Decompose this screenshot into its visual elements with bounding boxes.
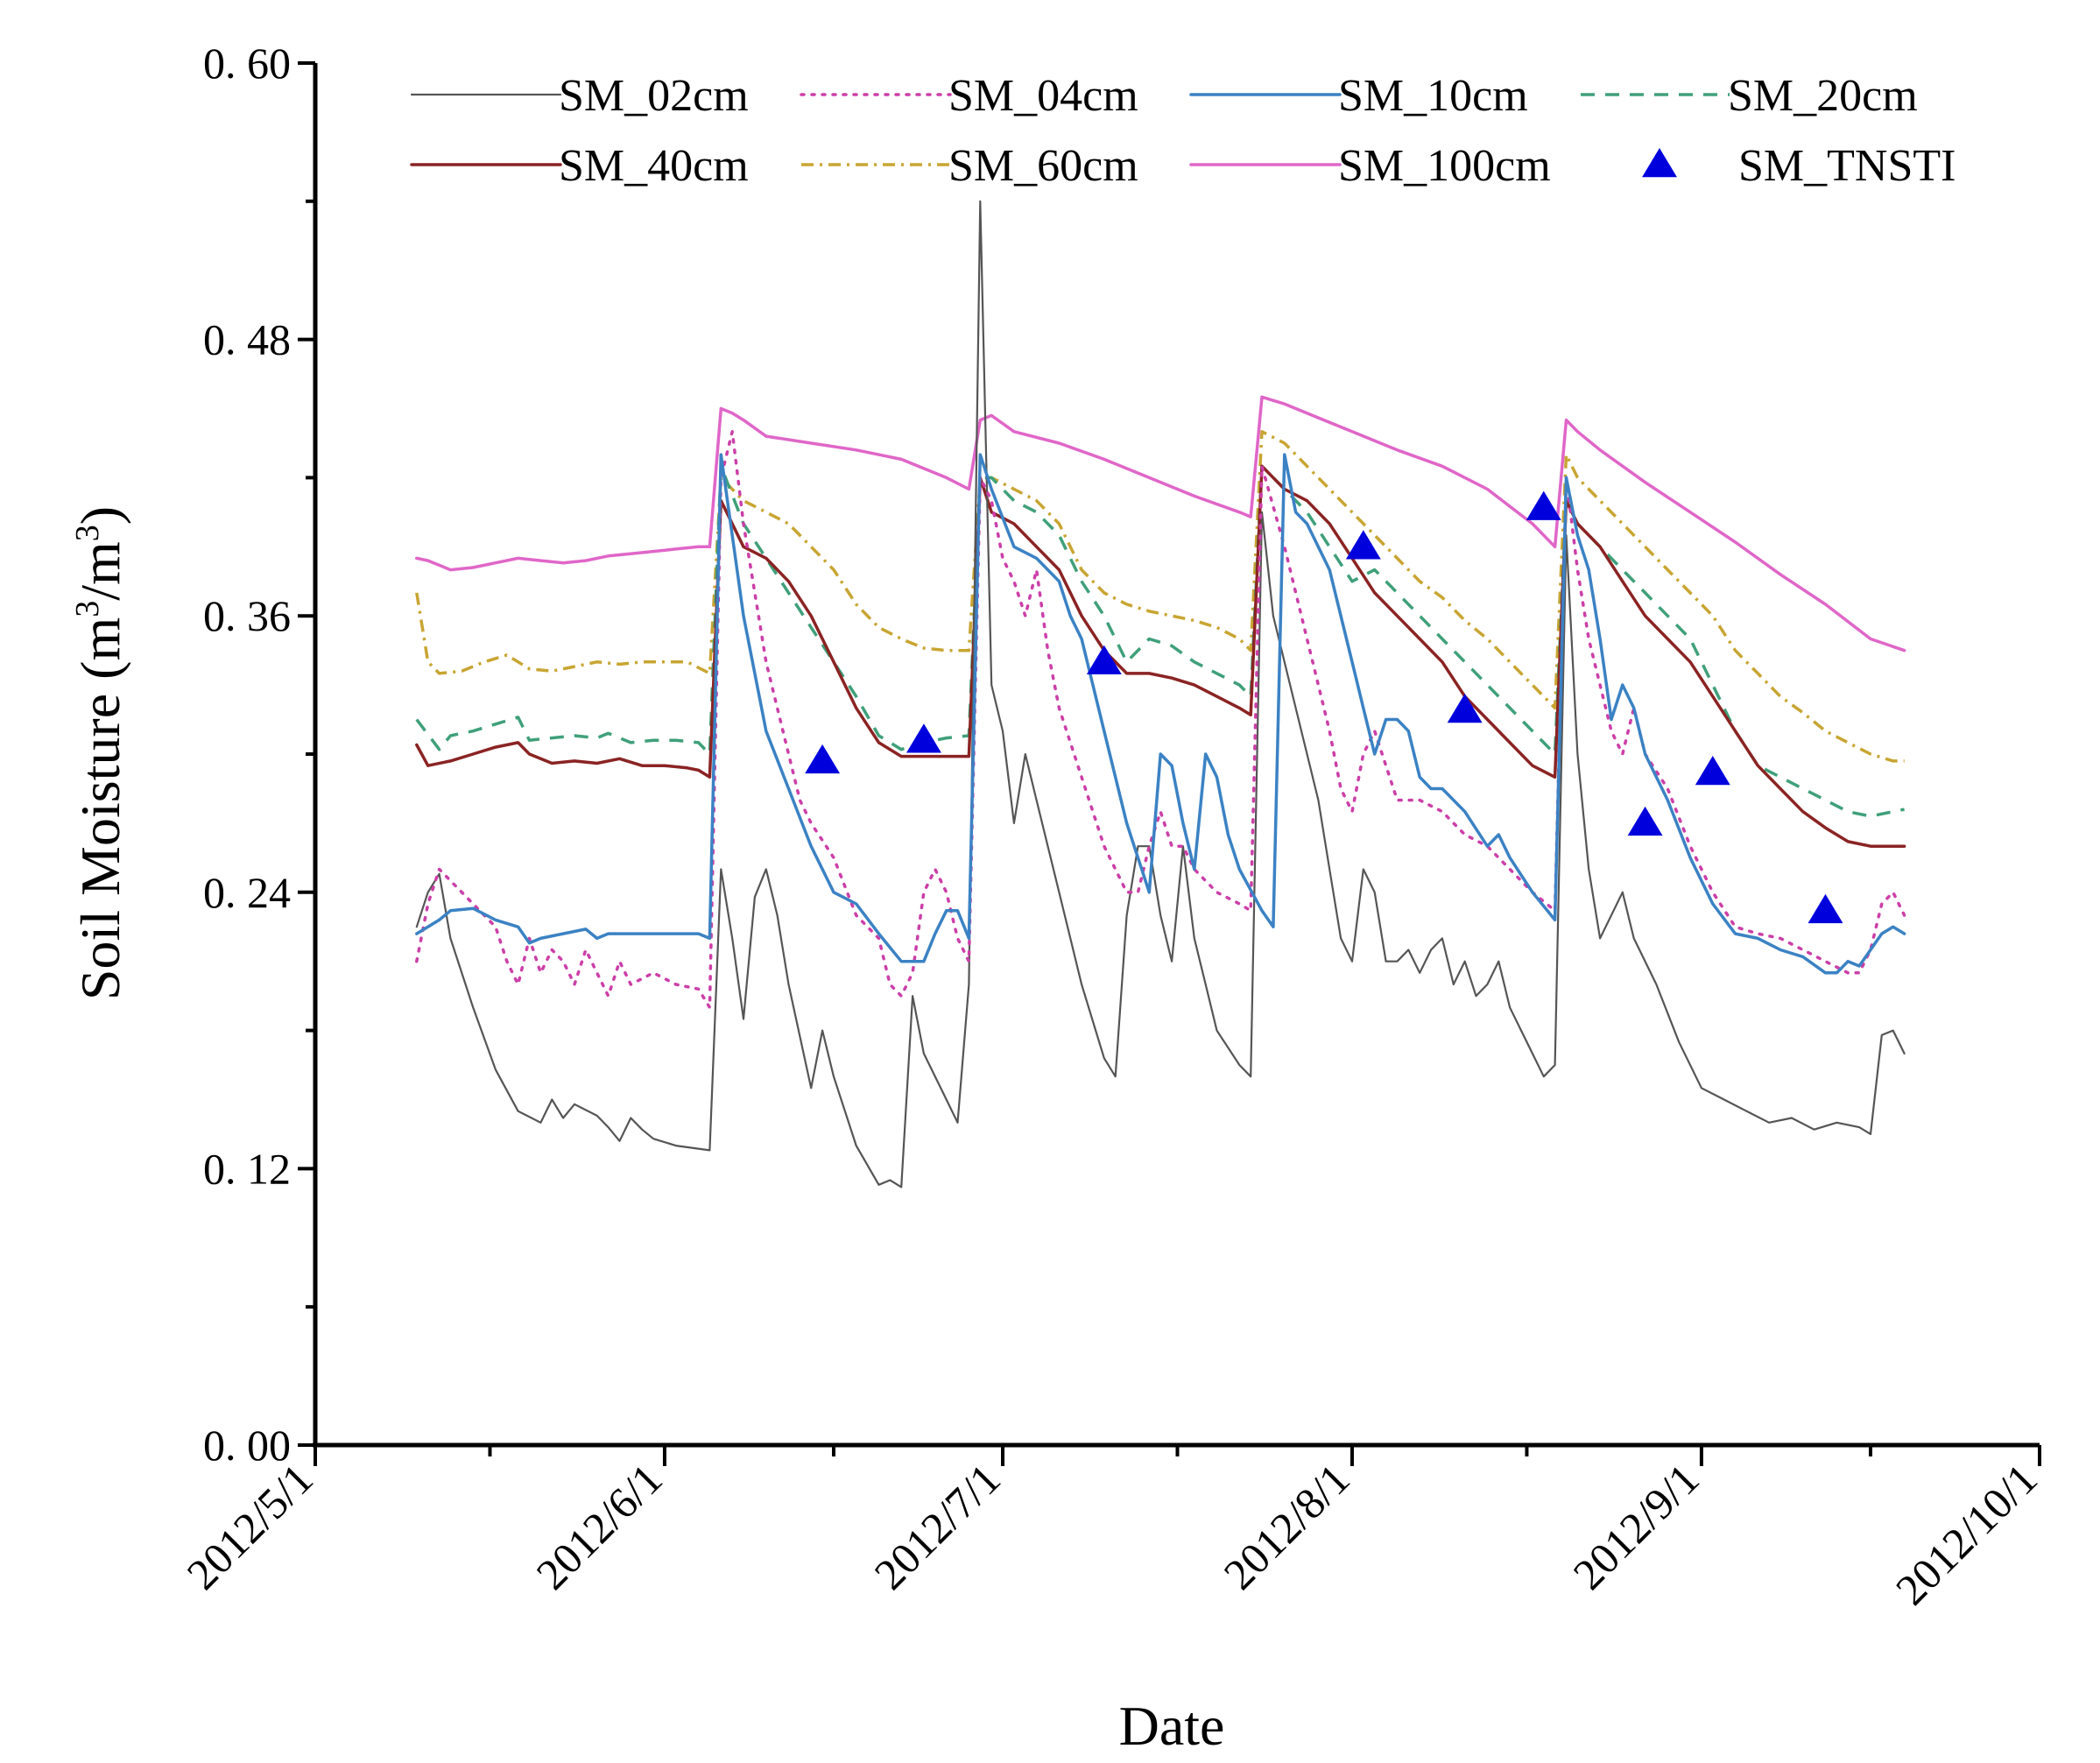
svg-text:Soil Moisture (m3/m3): Soil Moisture (m3/m3) [69, 506, 131, 1000]
legend-item-sm-02cm: SM_02cm [410, 71, 749, 121]
legend-label: SM_TNSTI [1738, 141, 1956, 191]
y-tick-label: 0. 12 [203, 1144, 291, 1193]
y-axis-title-mid: /m [69, 541, 131, 601]
series-line-sm-40cm [415, 464, 1906, 848]
tnsti-triangle-marker [805, 744, 841, 774]
x-ticks: 2012/5/1 2012/6/1 2012/7/1 2012/8/1 2012/9/1… [177, 1445, 2047, 1614]
legend-label: SM_60cm [948, 141, 1138, 191]
series-line-sm-20cm [415, 464, 1905, 818]
x-tick-label: 2012/8/1 [1214, 1454, 1358, 1598]
tnsti-triangle-marker [1808, 893, 1843, 924]
plot-area [415, 200, 1906, 1188]
y-tick-label: 0. 36 [203, 591, 291, 640]
y-tick-label: 0. 24 [203, 868, 291, 917]
series-sm-tnsti [805, 490, 1843, 924]
x-tick-label: 2012/10/1 [1886, 1454, 2047, 1614]
legend-item-sm-tnsti: SM_TNSTI [1642, 141, 1956, 191]
y-axis-title-sup-1: 3 [69, 601, 106, 617]
tnsti-triangle-marker [1086, 645, 1122, 675]
y-tick-label: 0. 00 [203, 1421, 291, 1470]
legend-marker-tnsti [1642, 148, 1677, 178]
legend-item-sm-10cm: SM_10cm [1189, 71, 1528, 121]
legend-label: SM_10cm [1338, 71, 1528, 121]
tnsti-triangle-marker [1526, 490, 1561, 520]
series-line-sm-02cm [415, 200, 1906, 1188]
legend-label: SM_100cm [1338, 141, 1551, 191]
tnsti-triangle-marker [1447, 694, 1483, 723]
series-line-sm-10cm [415, 453, 1906, 975]
legend: SM_02cm SM_04cm SM_10cm SM_20cm SM_40cm SM_60… [410, 71, 1956, 191]
y-tick-label: 0. 48 [203, 315, 291, 364]
y-axis-title-main: Soil Moisture (m [69, 617, 131, 1000]
legend-item-sm-100cm: SM_100cm [1189, 141, 1551, 191]
legend-label: SM_02cm [559, 71, 749, 121]
x-axis-title: Date [1119, 1695, 1225, 1757]
legend-item-sm-20cm: SM_20cm [1581, 71, 1918, 121]
legend-label: SM_40cm [559, 141, 749, 191]
legend-label: SM_20cm [1728, 71, 1918, 121]
legend-item-sm-04cm: SM_04cm [800, 71, 1138, 121]
legend-item-sm-60cm: SM_60cm [801, 141, 1138, 191]
x-tick-label: 2012/5/1 [177, 1454, 321, 1598]
tnsti-triangle-marker [906, 723, 941, 753]
axes [313, 63, 2040, 1448]
series-line-sm-100cm [415, 395, 1906, 652]
x-tick-label: 2012/6/1 [526, 1454, 671, 1598]
x-tick-label: 2012/7/1 [864, 1454, 1009, 1598]
tnsti-triangle-marker [1345, 530, 1381, 560]
x-tick-label: 2012/9/1 [1563, 1454, 1708, 1598]
tnsti-triangle-marker [1627, 806, 1663, 836]
y-axis-title-end: ) [69, 506, 131, 525]
y-tick-label: 0. 60 [203, 39, 291, 88]
y-ticks: 0. 00 0. 12 0. 24 0. 36 0. 48 0. 60 [203, 39, 315, 1470]
tnsti-triangle-marker [1695, 756, 1730, 786]
y-axis-title: Soil Moisture (m3/m3) [69, 506, 131, 1000]
y-axis-title-sup-2: 3 [69, 525, 106, 541]
legend-item-sm-40cm: SM_40cm [410, 141, 749, 191]
legend-label: SM_04cm [948, 71, 1138, 121]
series-line-sm-60cm [415, 430, 1905, 763]
series-line-sm-04cm [415, 430, 1906, 1010]
